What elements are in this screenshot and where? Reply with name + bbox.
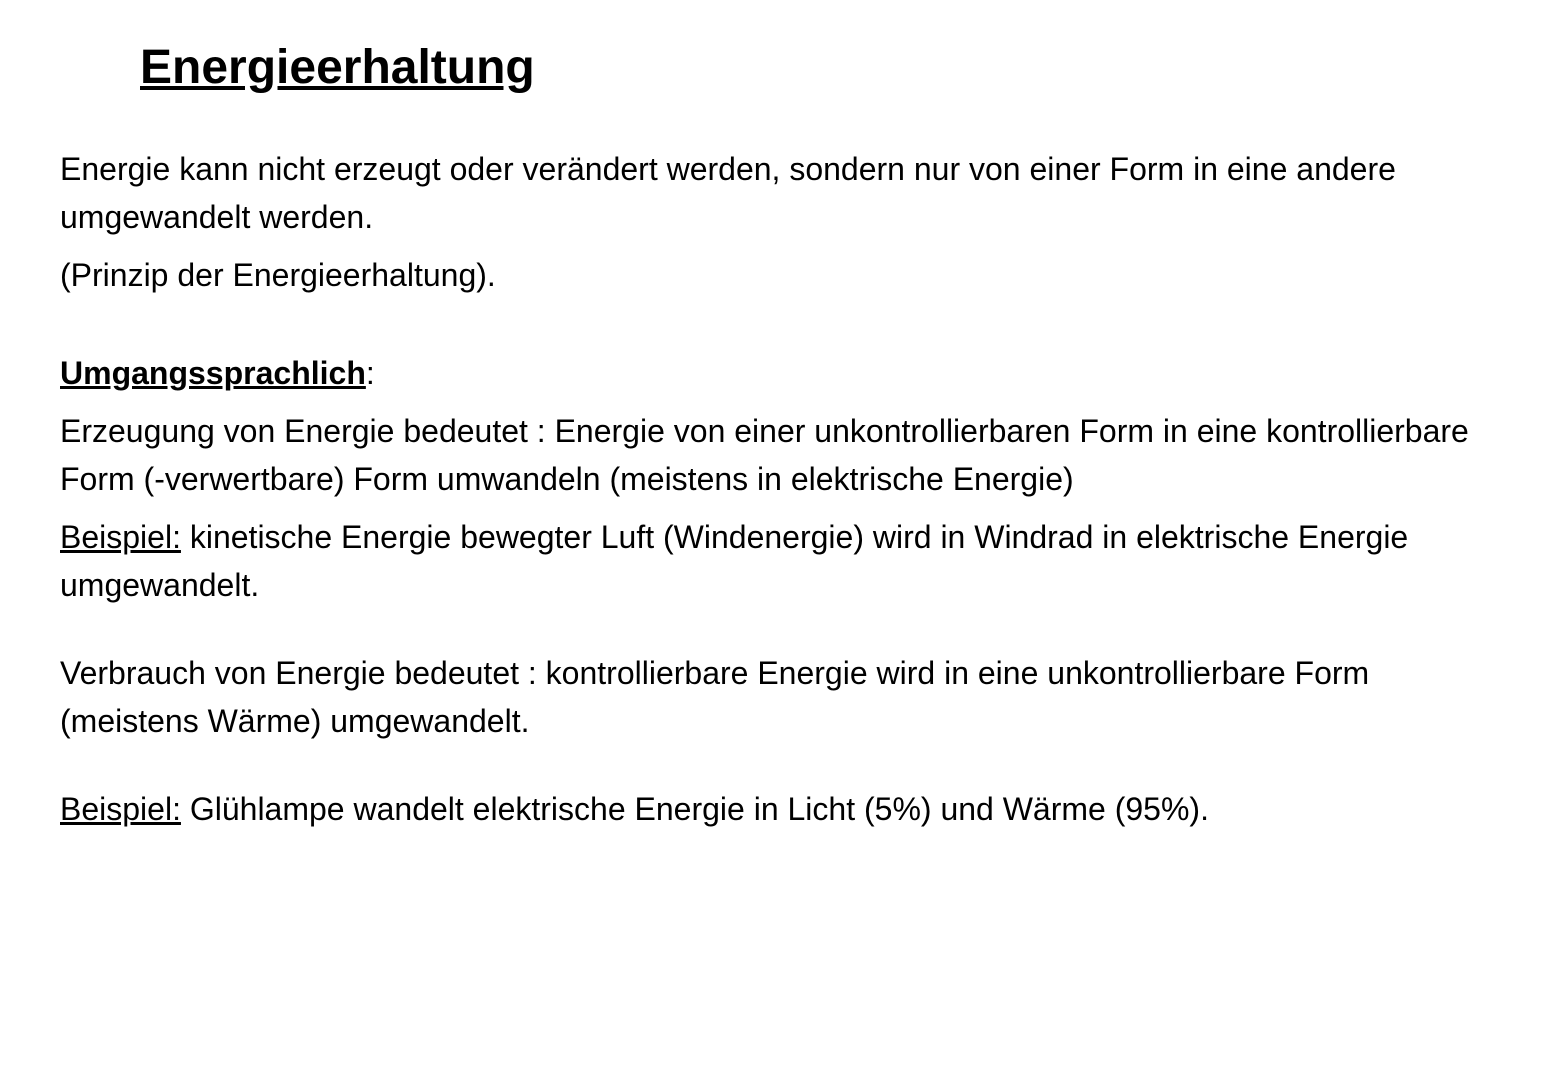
page-title: Energieerhaltung [140, 40, 1495, 95]
intro-paragraph-2: (Prinzip der Energieerhaltung). [60, 251, 1495, 299]
beispiel-2-text: Glühlampe wandelt elektrische Energie in… [181, 791, 1209, 827]
beispiel-2-label: Beispiel: [60, 791, 181, 827]
paragraph-verbrauch: Verbrauch von Energie bedeutet : kontrol… [60, 649, 1495, 745]
spacer [60, 755, 1495, 785]
subheading-umgangssprachlich: Umgangssprachlich [60, 355, 366, 391]
beispiel-1: Beispiel: kinetische Energie bewegter Lu… [60, 513, 1495, 609]
spacer [60, 619, 1495, 649]
subheading-line: Umgangssprachlich: [60, 349, 1495, 397]
paragraph-erzeugung: Erzeugung von Energie bedeutet : Energie… [60, 407, 1495, 503]
subheading-colon: : [366, 355, 375, 391]
spacer [60, 309, 1495, 349]
beispiel-2: Beispiel: Glühlampe wandelt elektrische … [60, 785, 1495, 833]
beispiel-1-text: kinetische Energie bewegter Luft (Winden… [60, 519, 1408, 603]
beispiel-1-label: Beispiel: [60, 519, 181, 555]
intro-paragraph-1: Energie kann nicht erzeugt oder veränder… [60, 145, 1495, 241]
